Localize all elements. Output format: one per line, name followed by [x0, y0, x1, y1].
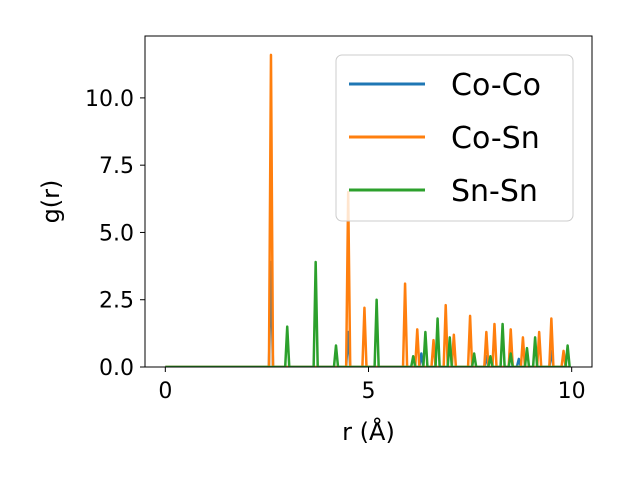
series-line-sn-sn	[165, 260, 571, 367]
y-tick-label: 2.5	[99, 289, 134, 314]
legend: Co-Co Co-Sn Sn-Sn	[335, 54, 574, 222]
x-tick-label: 10	[558, 379, 586, 404]
y-tick-label: 0.0	[99, 356, 134, 381]
series-line-co-sn	[165, 53, 568, 367]
legend-label-co-co: Co-Co	[451, 68, 541, 103]
y-tick-label: 10.0	[85, 87, 134, 112]
x-tick-label: 5	[362, 379, 376, 404]
y-tick-label: 7.5	[99, 154, 134, 179]
x-axis: 0 5 10	[158, 367, 586, 404]
legend-label-co-sn: Co-Sn	[451, 121, 540, 156]
x-axis-label: r (Å)	[342, 417, 395, 446]
y-axis-label: g(r)	[37, 180, 65, 224]
legend-label-sn-sn: Sn-Sn	[451, 174, 538, 209]
legend-box	[335, 54, 574, 222]
x-tick-label: 0	[158, 379, 172, 404]
y-tick-label: 5.0	[99, 221, 134, 246]
y-axis: 0.0 2.5 5.0 7.5 10.0	[85, 87, 145, 381]
